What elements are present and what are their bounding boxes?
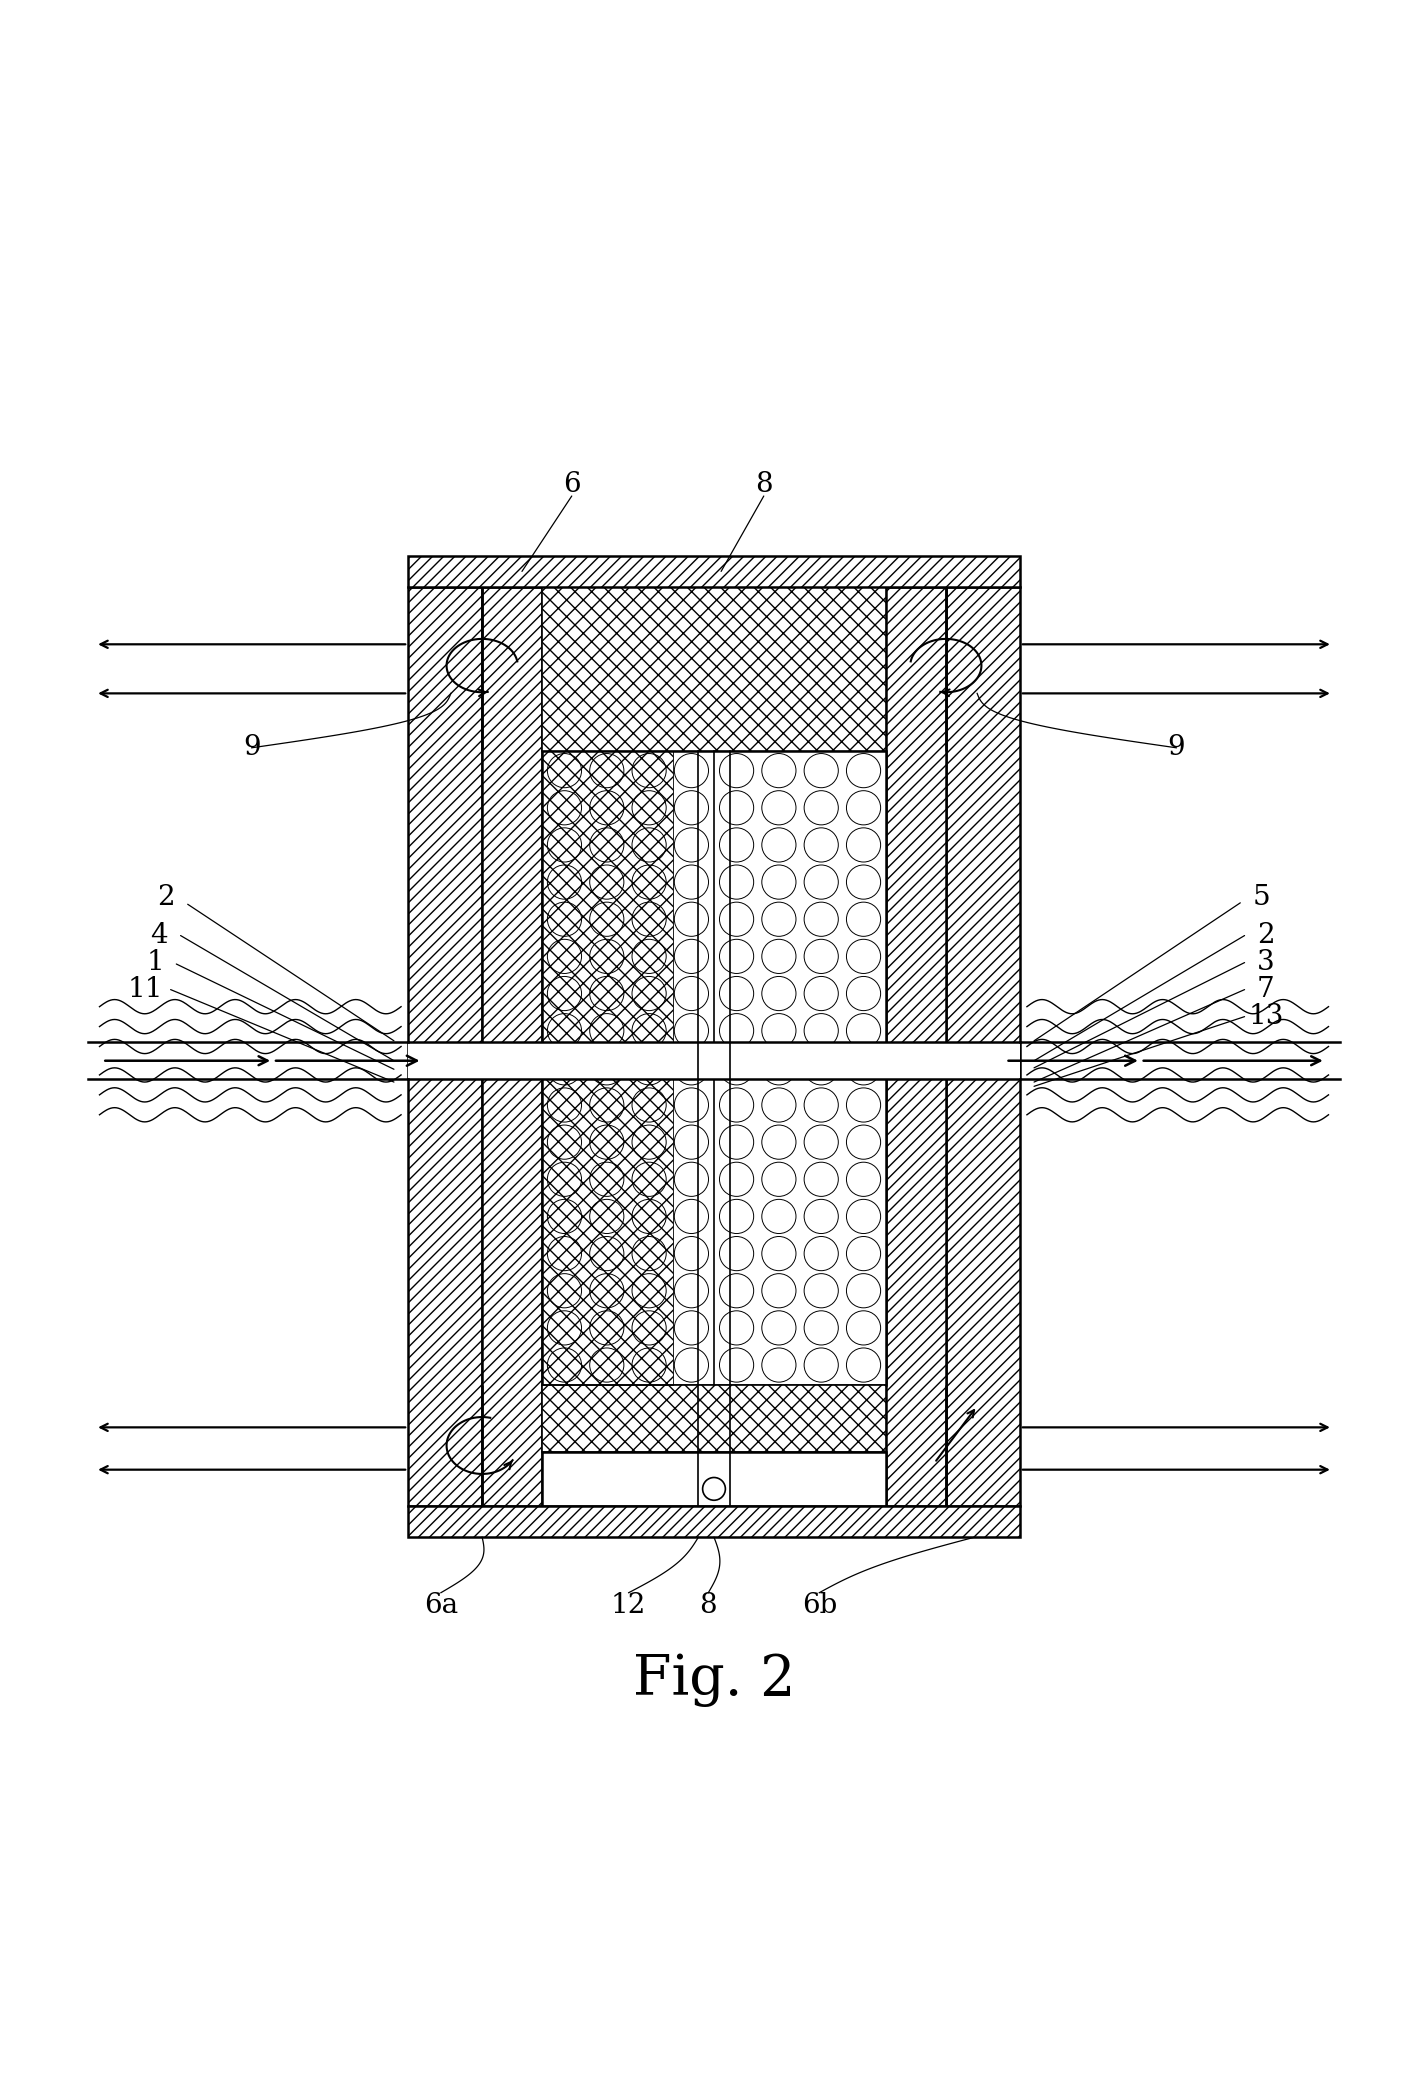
Bar bbox=[887, 586, 945, 1507]
Bar bbox=[541, 751, 887, 1386]
Text: 2: 2 bbox=[157, 883, 176, 910]
Text: 8: 8 bbox=[700, 1593, 717, 1620]
Text: 6a: 6a bbox=[424, 1593, 458, 1620]
Text: 6b: 6b bbox=[801, 1593, 837, 1620]
Bar bbox=[408, 1507, 1020, 1536]
Text: 7: 7 bbox=[1257, 975, 1275, 1003]
Text: 13: 13 bbox=[1248, 1003, 1284, 1030]
Bar bbox=[408, 586, 483, 1507]
Bar bbox=[541, 586, 887, 751]
Bar bbox=[408, 1042, 1020, 1080]
Text: Fig. 2: Fig. 2 bbox=[633, 1651, 795, 1708]
Bar bbox=[408, 557, 1020, 586]
Bar bbox=[945, 586, 1020, 1507]
Text: 12: 12 bbox=[611, 1593, 647, 1620]
Text: 4: 4 bbox=[150, 923, 169, 948]
Text: 6: 6 bbox=[563, 471, 581, 498]
Text: 9: 9 bbox=[243, 735, 260, 762]
Text: 9: 9 bbox=[1168, 735, 1185, 762]
Bar bbox=[541, 1386, 887, 1453]
Text: 8: 8 bbox=[755, 471, 773, 498]
Text: 3: 3 bbox=[1257, 948, 1275, 975]
Text: 11: 11 bbox=[127, 975, 163, 1003]
Bar bbox=[541, 1453, 887, 1507]
Bar bbox=[541, 751, 673, 1386]
Text: 1: 1 bbox=[146, 948, 164, 975]
Text: 2: 2 bbox=[1257, 923, 1275, 948]
Text: 5: 5 bbox=[1252, 883, 1271, 910]
Bar bbox=[483, 586, 541, 1507]
